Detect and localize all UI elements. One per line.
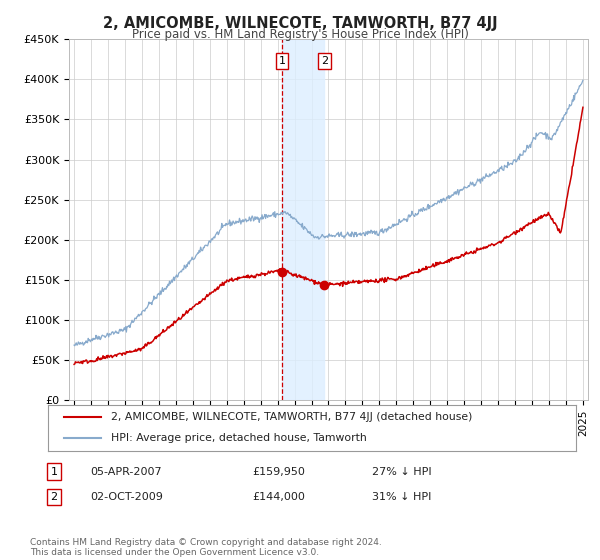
Text: Price paid vs. HM Land Registry's House Price Index (HPI): Price paid vs. HM Land Registry's House … xyxy=(131,28,469,41)
Text: 1: 1 xyxy=(50,466,58,477)
Text: HPI: Average price, detached house, Tamworth: HPI: Average price, detached house, Tamw… xyxy=(112,433,367,444)
Text: 05-APR-2007: 05-APR-2007 xyxy=(90,466,161,477)
Text: 2: 2 xyxy=(50,492,58,502)
Text: 2, AMICOMBE, WILNECOTE, TAMWORTH, B77 4JJ: 2, AMICOMBE, WILNECOTE, TAMWORTH, B77 4J… xyxy=(103,16,497,31)
Text: 2: 2 xyxy=(320,56,328,66)
Text: £159,950: £159,950 xyxy=(252,466,305,477)
Text: 31% ↓ HPI: 31% ↓ HPI xyxy=(372,492,431,502)
Text: 27% ↓ HPI: 27% ↓ HPI xyxy=(372,466,431,477)
Text: 2, AMICOMBE, WILNECOTE, TAMWORTH, B77 4JJ (detached house): 2, AMICOMBE, WILNECOTE, TAMWORTH, B77 4J… xyxy=(112,412,473,422)
Text: Contains HM Land Registry data © Crown copyright and database right 2024.
This d: Contains HM Land Registry data © Crown c… xyxy=(30,538,382,557)
Text: £144,000: £144,000 xyxy=(252,492,305,502)
Text: 02-OCT-2009: 02-OCT-2009 xyxy=(90,492,163,502)
Bar xyxy=(282,39,324,400)
Text: 1: 1 xyxy=(278,56,286,66)
